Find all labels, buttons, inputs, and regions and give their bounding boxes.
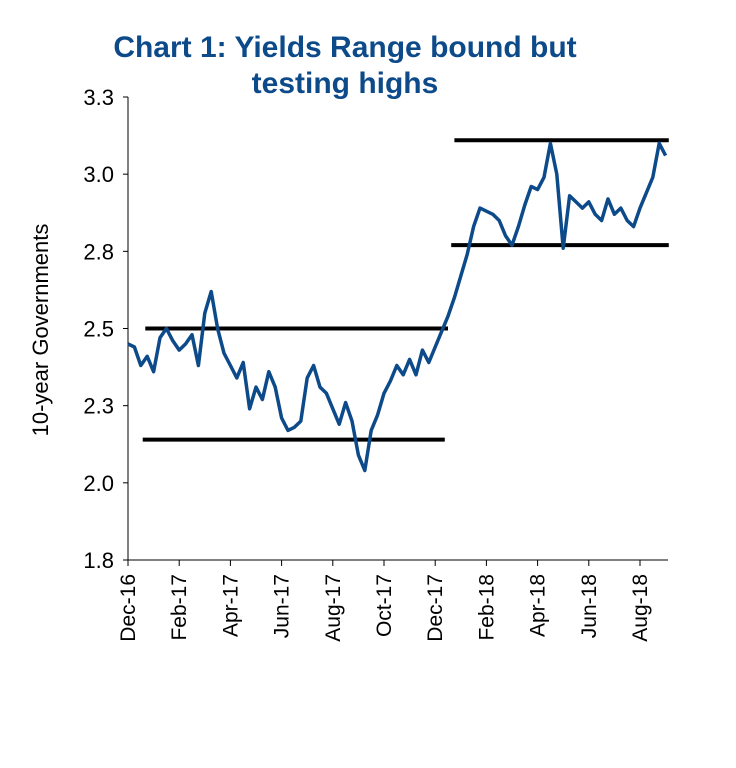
- y-tick-label: 2.0: [83, 471, 114, 496]
- x-tick-label: Aug-17: [322, 574, 345, 642]
- y-tick-label: 2.5: [83, 317, 114, 342]
- x-tick-label: Apr-17: [219, 574, 242, 637]
- y-tick-label: 1.8: [83, 548, 114, 573]
- y-tick-label: 3.3: [83, 85, 114, 110]
- yield-line: [127, 141, 668, 473]
- x-tick-label: Dec-16: [117, 574, 140, 642]
- x-tick-label: Oct-17: [373, 574, 396, 637]
- x-tick-label: Jun-18: [578, 574, 601, 638]
- x-tick-label: Dec-17: [424, 574, 447, 642]
- x-tick-label: Feb-18: [475, 574, 498, 641]
- x-tick-label: Jun-17: [271, 574, 294, 638]
- x-tick-label: Feb-17: [168, 574, 191, 641]
- y-tick-label: 2.3: [83, 394, 114, 419]
- y-axis-label: 10-year Governments: [28, 224, 53, 437]
- y-tick-label: 2.8: [83, 239, 114, 264]
- x-tick-label: Apr-18: [527, 574, 550, 637]
- chart-title: Chart 1: Yields Range bound but testing …: [113, 31, 577, 100]
- y-tick-label: 3.0: [83, 162, 114, 187]
- x-tick-label: Aug-18: [629, 574, 652, 642]
